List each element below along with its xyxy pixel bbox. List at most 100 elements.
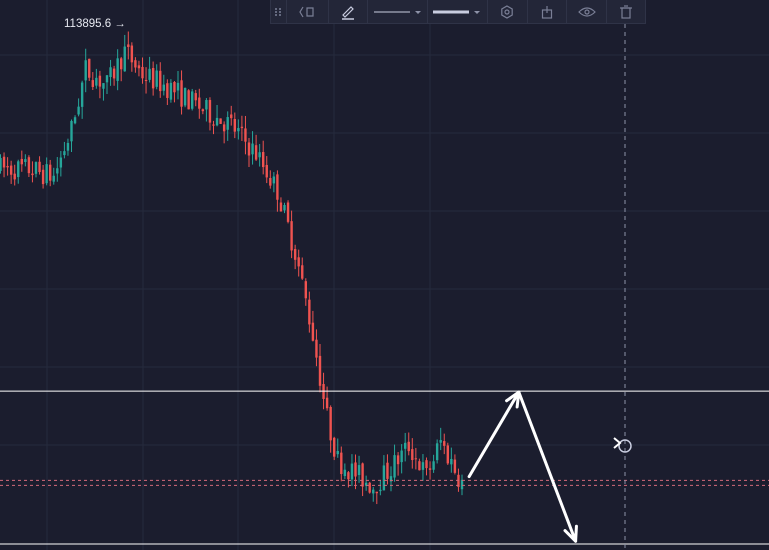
candle-body	[343, 469, 347, 477]
candle-body	[38, 161, 41, 173]
candle-body	[198, 97, 201, 109]
lock-icon[interactable]	[528, 0, 568, 23]
candle-body	[414, 458, 418, 460]
candle-body	[59, 157, 63, 168]
candle-body	[116, 58, 119, 81]
candle-body	[439, 440, 442, 443]
projection-arrow-up	[467, 390, 521, 479]
projection-arrow-down	[517, 390, 578, 543]
high-price-label: 113895.6 →	[64, 18, 126, 30]
candle-body	[226, 117, 229, 130]
cursor-marker	[613, 437, 622, 449]
settings-icon[interactable]	[488, 0, 528, 23]
candle-body	[109, 67, 112, 78]
candle-body	[453, 459, 457, 473]
candle-body	[141, 66, 144, 79]
candle-body	[151, 68, 155, 89]
candle-body	[24, 159, 27, 163]
candle-body	[191, 91, 194, 109]
candle-body	[315, 339, 318, 358]
candle-body	[244, 128, 247, 142]
projection-arrow-down-head	[563, 524, 578, 543]
candle-body	[308, 299, 311, 325]
candle-body	[194, 93, 197, 101]
candle-body	[421, 462, 425, 470]
candle-body	[98, 75, 102, 87]
candle-body	[45, 164, 48, 184]
candle-body	[361, 463, 364, 487]
candle-body	[333, 437, 336, 457]
candle-body	[428, 468, 432, 470]
candle-body	[407, 441, 410, 452]
candle-body	[279, 202, 283, 212]
candle-body	[137, 65, 141, 69]
candle-body	[80, 82, 84, 107]
candle-body	[368, 482, 371, 493]
candle-body	[375, 491, 378, 494]
candle-body	[6, 166, 9, 168]
pencil-icon[interactable]	[329, 0, 369, 23]
candle-body	[450, 458, 453, 465]
candle-body	[318, 355, 322, 386]
trash-icon[interactable]	[607, 0, 645, 23]
candle-body	[41, 169, 45, 185]
candle-body	[180, 80, 183, 107]
candle-body	[84, 60, 87, 81]
candle-body	[17, 161, 20, 178]
candle-body	[372, 489, 375, 494]
candle-body	[446, 445, 449, 464]
candle-body	[443, 441, 446, 446]
candle-body	[340, 452, 343, 475]
candle-body	[169, 82, 173, 100]
drag-handle-icon[interactable]	[271, 0, 287, 23]
line-style-icon[interactable]	[368, 0, 429, 23]
candle-body	[325, 397, 329, 409]
candle-body	[102, 83, 105, 89]
candle-body	[251, 143, 254, 155]
candle-body	[2, 156, 6, 168]
candle-body	[297, 257, 300, 267]
candle-body	[272, 176, 276, 184]
line-width-icon[interactable]	[428, 0, 488, 23]
candle-body	[357, 465, 361, 476]
visibility-icon[interactable]	[567, 0, 608, 23]
candle-body	[27, 157, 31, 174]
candle-body	[159, 70, 162, 92]
candle-body	[418, 461, 421, 471]
candle-body	[379, 489, 382, 492]
cursor-marker	[618, 439, 632, 453]
template-icon[interactable]	[287, 0, 329, 23]
candle-body	[247, 142, 251, 156]
candle-body	[311, 322, 315, 341]
candle-body	[301, 265, 304, 279]
candle-body	[205, 100, 208, 110]
candle-body	[396, 455, 400, 465]
candle-body	[329, 406, 332, 441]
candle-body	[130, 45, 134, 63]
candle-body	[286, 202, 290, 222]
candle-body	[155, 70, 158, 87]
candle-body	[134, 60, 137, 68]
candle-body	[389, 476, 393, 482]
candle-body	[201, 109, 205, 112]
candle-body	[52, 175, 55, 182]
candle-body	[127, 44, 130, 48]
candle-body	[404, 442, 407, 449]
candle-body	[219, 118, 222, 124]
candle-body	[233, 118, 236, 132]
candle-body	[393, 455, 396, 478]
candle-body	[290, 221, 293, 251]
candle-body	[386, 462, 389, 479]
candle-body	[34, 162, 38, 174]
candle-body	[212, 124, 215, 126]
candle-body	[91, 80, 94, 87]
candle-body	[70, 120, 73, 142]
candle-body	[230, 114, 233, 119]
candle-body	[166, 83, 169, 98]
drawing-toolbar	[270, 0, 646, 24]
candle-body	[123, 46, 126, 72]
candle-body	[9, 165, 13, 175]
candle-body	[350, 463, 354, 480]
